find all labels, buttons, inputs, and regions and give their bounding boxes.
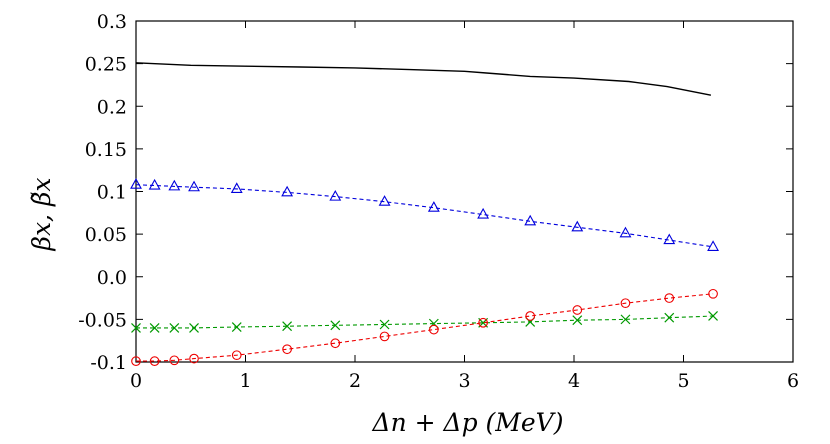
triangle-marker bbox=[130, 178, 142, 189]
circle-marker bbox=[379, 331, 390, 342]
circle-marker bbox=[708, 288, 718, 299]
y-tick-label: -0.1 bbox=[90, 352, 127, 374]
series-2 bbox=[130, 178, 719, 251]
x-tick-label: 5 bbox=[677, 370, 689, 392]
y-tick-label: 0.25 bbox=[85, 54, 127, 76]
y-tick-label: 0.3 bbox=[97, 11, 127, 33]
triangle-marker bbox=[378, 195, 391, 206]
x-tick-label: 1 bbox=[239, 370, 251, 392]
circle-marker bbox=[169, 355, 180, 366]
y-tick-label: 0.2 bbox=[97, 96, 127, 118]
x-tick-label: 4 bbox=[568, 370, 580, 392]
cross-marker bbox=[664, 312, 675, 323]
cross-marker bbox=[379, 319, 390, 330]
series-1 bbox=[135, 62, 712, 96]
y-tick-label: 0.15 bbox=[85, 139, 127, 161]
triangle-marker bbox=[188, 180, 200, 192]
circle-marker bbox=[620, 298, 631, 309]
cross-marker bbox=[131, 322, 141, 333]
series-2-line bbox=[135, 184, 714, 248]
series-layer bbox=[130, 62, 719, 366]
triangle-marker bbox=[168, 179, 181, 191]
series-4 bbox=[131, 288, 718, 366]
cross-marker bbox=[572, 315, 583, 326]
triangle-marker bbox=[571, 220, 584, 232]
triangle-marker bbox=[427, 201, 440, 212]
series-3 bbox=[131, 311, 718, 333]
circle-marker bbox=[282, 344, 292, 355]
axes: 0 1 2 3 4 5 6 -0.1 -0.05 0.0 0.05 0.1 0.15 0.2 0.25 0.3 bbox=[78, 11, 799, 392]
circle-marker bbox=[525, 311, 536, 321]
circle-marker bbox=[478, 317, 488, 328]
cross-marker bbox=[149, 322, 160, 333]
series-4-line bbox=[136, 293, 714, 362]
series-1-line bbox=[135, 62, 712, 96]
triangle-marker bbox=[281, 185, 294, 197]
y-tick-label: 0.1 bbox=[97, 182, 127, 204]
y-tick-label: -0.05 bbox=[78, 309, 127, 331]
cross-marker bbox=[189, 322, 199, 333]
circle-marker bbox=[189, 353, 199, 364]
cross-marker bbox=[708, 311, 718, 321]
y-axis-title: βx, β̃x bbox=[27, 178, 56, 252]
cross-marker bbox=[231, 322, 242, 332]
circle-marker bbox=[572, 305, 583, 315]
cross-marker bbox=[169, 322, 180, 333]
triangle-marker bbox=[707, 240, 719, 251]
circle-marker bbox=[149, 356, 160, 366]
triangle-marker bbox=[663, 233, 676, 245]
triangle-marker bbox=[524, 214, 537, 226]
x-tick-label: 3 bbox=[458, 370, 470, 392]
cross-marker bbox=[620, 314, 631, 325]
x-axis-title: Δn + Δp (MeV) bbox=[372, 408, 564, 437]
circle-marker bbox=[428, 324, 439, 335]
triangle-marker bbox=[477, 207, 490, 219]
circle-marker bbox=[664, 293, 675, 303]
triangle-marker bbox=[230, 182, 243, 193]
circle-marker bbox=[131, 356, 141, 366]
x-tick-label: 0 bbox=[130, 370, 142, 392]
x-tick-label: 2 bbox=[349, 370, 361, 392]
cross-marker bbox=[282, 321, 293, 332]
triangle-marker bbox=[329, 189, 342, 201]
cross-marker bbox=[330, 320, 341, 331]
triangle-marker bbox=[619, 226, 632, 238]
triangle-marker bbox=[148, 178, 161, 190]
x-tick-label: 6 bbox=[787, 370, 799, 392]
y-tick-label: 0.0 bbox=[97, 267, 127, 289]
y-tick-label: 0.05 bbox=[85, 224, 127, 246]
circle-marker bbox=[231, 350, 242, 361]
plot-frame bbox=[135, 20, 794, 363]
circle-marker bbox=[330, 338, 341, 349]
